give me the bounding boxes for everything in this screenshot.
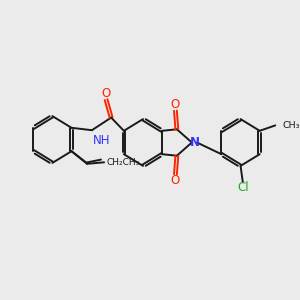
Text: CH₃: CH₃ [282, 121, 300, 130]
Text: O: O [171, 174, 180, 188]
Text: NH: NH [92, 134, 110, 147]
Text: CH₂CH₃: CH₂CH₃ [106, 158, 140, 167]
Text: N: N [190, 136, 200, 149]
Text: Cl: Cl [237, 181, 249, 194]
Text: O: O [101, 86, 111, 100]
Text: O: O [171, 98, 180, 111]
